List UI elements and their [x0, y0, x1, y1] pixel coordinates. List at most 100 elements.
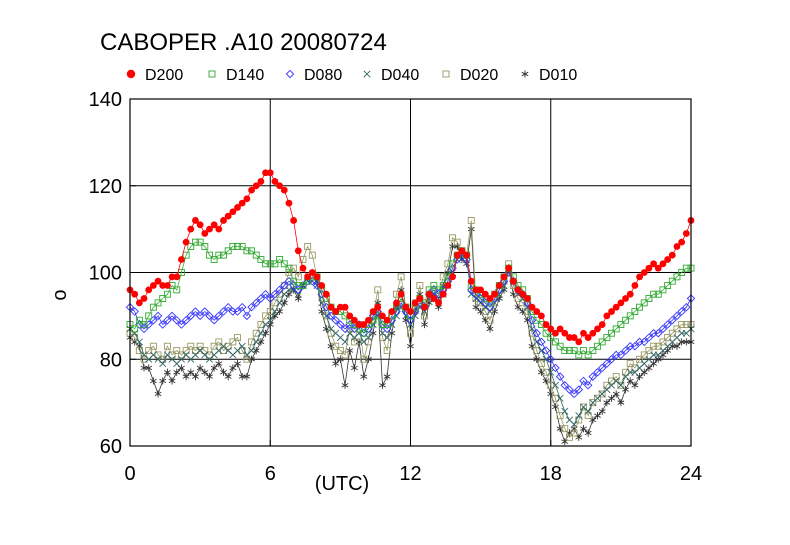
x-tick-label: 0 [124, 463, 135, 485]
data-point [145, 364, 153, 372]
legend-item-d200: D200 [126, 67, 183, 84]
data-point [365, 316, 372, 324]
data-point [182, 347, 190, 355]
data-point [664, 256, 672, 263]
data-point [542, 321, 550, 328]
data-point [668, 329, 676, 337]
data-point [238, 199, 246, 207]
data-point [575, 416, 583, 424]
data-point [444, 260, 452, 268]
data-point [519, 290, 527, 298]
data-point [168, 351, 176, 359]
data-point [467, 277, 475, 285]
data-point [636, 303, 644, 311]
data-point [617, 399, 625, 407]
data-point [195, 311, 205, 321]
data-point [262, 169, 269, 177]
data-point [477, 286, 485, 294]
data-point [257, 338, 265, 346]
data-point [561, 329, 569, 337]
data-point [650, 260, 657, 268]
data-point [664, 334, 672, 342]
data-point [290, 264, 298, 272]
data-point [210, 364, 218, 372]
data-point [220, 251, 227, 259]
data-point [346, 312, 354, 320]
data-point [266, 294, 275, 303]
y-tick-label: 60 [100, 436, 122, 458]
legend-item-d010: D010 [521, 67, 577, 84]
data-point [509, 277, 517, 285]
data-point [668, 251, 676, 259]
data-point [271, 308, 279, 316]
data-point [248, 347, 256, 355]
data-point [196, 342, 204, 350]
data-point [186, 311, 196, 321]
data-point [304, 273, 312, 281]
data-point [257, 329, 265, 337]
data-point [659, 351, 667, 359]
data-point [594, 394, 601, 402]
data-point [584, 412, 592, 420]
data-point [673, 273, 681, 281]
data-point [290, 277, 298, 285]
data-point [533, 308, 541, 315]
data-point [271, 299, 279, 307]
data-point [210, 342, 218, 350]
data-point [663, 320, 672, 329]
data-point [560, 381, 570, 390]
data-point [248, 338, 256, 346]
data-point [140, 355, 148, 363]
series-layer [125, 169, 696, 446]
data-point [256, 294, 266, 303]
series-d040 [126, 251, 695, 428]
y-axis-label: o [49, 289, 71, 300]
data-point [397, 290, 405, 298]
data-point [650, 342, 658, 350]
data-point [495, 282, 503, 289]
data-point [332, 359, 340, 368]
data-point [608, 377, 615, 385]
data-point [514, 286, 522, 294]
data-point [682, 264, 690, 272]
data-point [570, 334, 578, 341]
data-point [430, 295, 438, 302]
data-point [257, 178, 265, 185]
data-point [532, 328, 541, 338]
data-point [280, 260, 288, 268]
data-point [196, 238, 204, 246]
data-point [421, 320, 428, 329]
data-point [341, 338, 349, 346]
data-point [421, 303, 428, 311]
data-point [266, 169, 274, 177]
data-point [233, 307, 242, 316]
data-point [327, 329, 335, 337]
data-point [234, 243, 241, 250]
data-point [145, 312, 153, 320]
data-point [341, 351, 349, 359]
data-point [584, 407, 592, 415]
data-point [575, 338, 583, 346]
data-point [533, 347, 541, 355]
data-point [149, 303, 157, 311]
data-point [612, 303, 620, 311]
data-point [659, 260, 667, 268]
data-point [181, 315, 191, 325]
data-point [393, 299, 400, 307]
data-point [149, 342, 157, 350]
data-point [154, 351, 162, 359]
data-point [472, 295, 480, 302]
data-point [159, 282, 167, 289]
data-point [252, 251, 260, 259]
data-point [379, 312, 386, 320]
data-point [285, 199, 293, 207]
x-tick-label: 24 [680, 463, 702, 485]
data-point [153, 311, 163, 321]
data-point [149, 282, 157, 289]
data-point [178, 256, 185, 263]
data-point [215, 251, 223, 259]
data-point [617, 299, 625, 307]
data-point [131, 290, 139, 298]
data-point [145, 286, 153, 294]
data-point [248, 186, 255, 194]
